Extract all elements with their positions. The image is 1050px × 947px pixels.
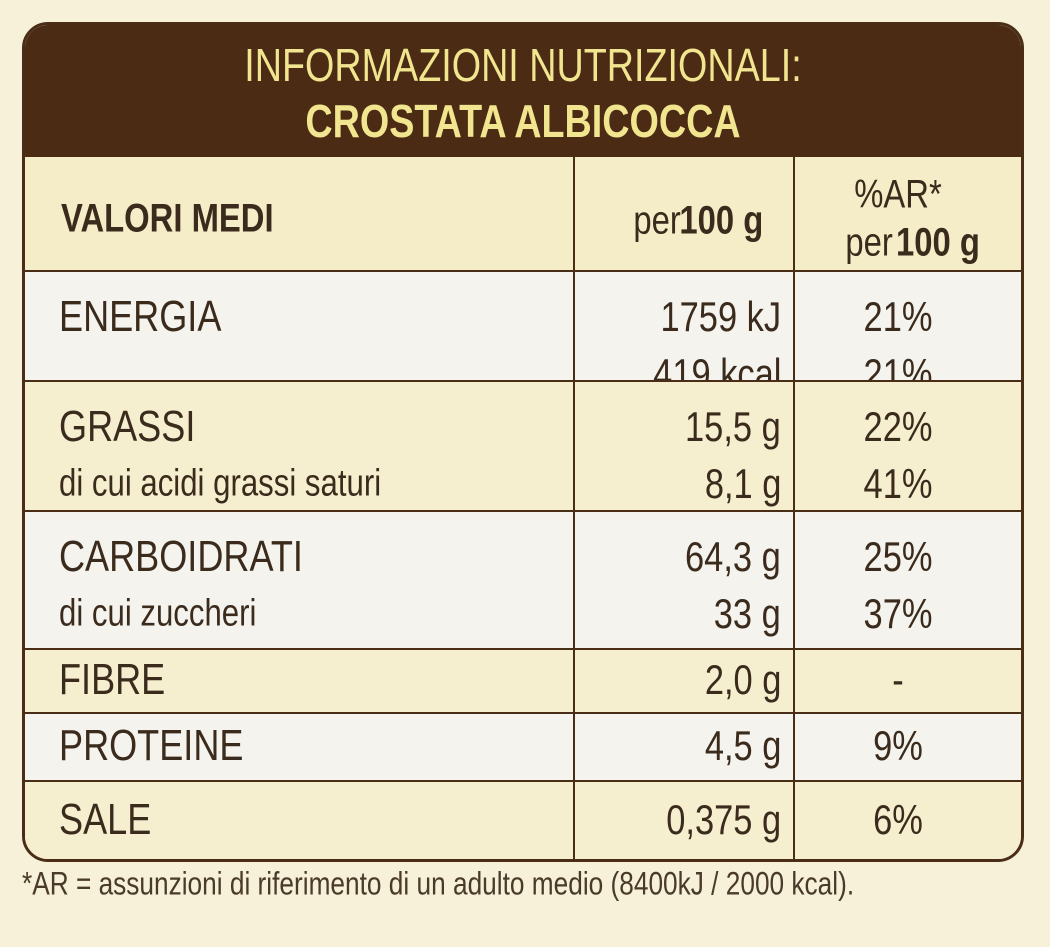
column-header: 100 g (679, 198, 763, 243)
amount: 4,5 g (704, 722, 781, 769)
amount: 1759 kJ (660, 293, 781, 340)
table-row: ENERGIA 1759 kJ 419 kcal 21% 21% (25, 270, 1021, 397)
reference-intake: 9% (873, 722, 923, 769)
table-header-row: VALORI MEDI per 100 g %AR* per 100 g (25, 157, 1021, 270)
amount: 8,1 g (704, 460, 781, 507)
nutrient: PROTEINE (59, 721, 244, 770)
nutrient: ENERGIA (59, 292, 222, 341)
sub-nutrient: di cui acidi grassi saturi (59, 462, 382, 505)
column-divider (793, 157, 795, 859)
reference-intake: 41% (863, 460, 933, 507)
nutrient: FIBRE (59, 655, 166, 704)
label-header: INFORMAZIONI NUTRIZIONALI: CROSTATA ALBI… (25, 25, 1021, 157)
table-row: FIBRE 2,0 g - (25, 648, 1021, 714)
title: INFORMAZIONI NUTRIZIONALI: (244, 39, 802, 91)
nutrient: CARBOIDRATI (59, 532, 303, 581)
amount: 15,5 g (685, 403, 781, 450)
column-header: VALORI MEDI (61, 196, 274, 241)
subtitle: CROSTATA ALBICOCCA (305, 95, 741, 147)
table-row: CARBOIDRATI di cui zuccheri 64,3 g 33 g 25% 3… (25, 510, 1021, 650)
reference-intake: 21% (863, 293, 933, 340)
amount: 33 g (713, 590, 781, 637)
column-header: per (633, 198, 681, 243)
reference-intake: 37% (863, 590, 933, 637)
reference-intake: 25% (863, 533, 933, 580)
nutrient: GRASSI (59, 402, 196, 451)
reference-intake: 22% (863, 403, 933, 450)
table-row: GRASSI di cui acidi grassi saturi 15,5 g 8,… (25, 380, 1021, 512)
amount: 64,3 g (685, 533, 781, 580)
nutrition-label: INFORMAZIONI NUTRIZIONALI: CROSTATA ALBI… (22, 22, 1024, 862)
reference-intake: - (892, 656, 904, 703)
column-header: %AR* (854, 172, 942, 217)
reference-intake: 6% (873, 796, 923, 843)
amount: 2,0 g (704, 656, 781, 703)
column-header: per (845, 220, 893, 265)
table-row: SALE 0,375 g 6% (25, 780, 1021, 859)
column-divider (573, 157, 575, 859)
column-header: 100 g (896, 220, 980, 265)
table-row: PROTEINE 4,5 g 9% (25, 712, 1021, 782)
nutrient: SALE (59, 795, 152, 844)
amount: 0,375 g (666, 796, 781, 843)
sub-nutrient: di cui zuccheri (59, 592, 257, 635)
footnote: *AR = assunzioni di riferimento di un ad… (22, 865, 855, 902)
